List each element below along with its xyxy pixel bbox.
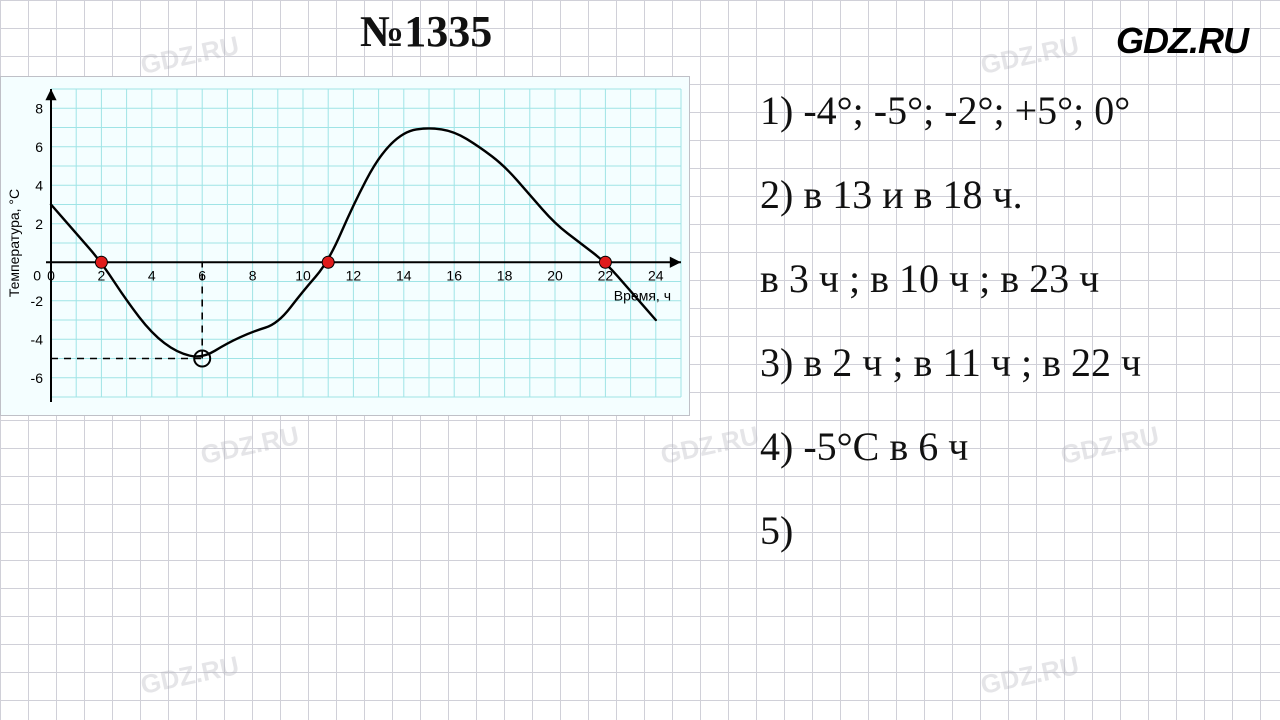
svg-text:20: 20 [547,267,563,283]
svg-text:2: 2 [98,267,106,283]
page-title: №1335 [360,6,492,57]
svg-text:18: 18 [497,267,513,283]
x-axis-label: Время, ч [614,287,671,303]
svg-text:-2: -2 [31,293,44,309]
svg-text:8: 8 [249,267,257,283]
svg-text:8: 8 [35,100,43,116]
svg-text:16: 16 [446,267,462,283]
svg-text:0: 0 [47,267,55,283]
answer-line: 2) в 13 и в 18 ч. [760,174,1260,216]
y-axis-label: Температура, °С [6,189,22,297]
answer-line: 5) [760,510,1260,552]
zero-crossing-marker [599,256,611,268]
svg-text:6: 6 [35,139,43,155]
svg-text:-4: -4 [31,331,44,347]
answer-line: 1) -4°; -5°; -2°; +5°; 0° [760,90,1260,132]
svg-text:14: 14 [396,267,412,283]
svg-text:12: 12 [346,267,362,283]
svg-text:10: 10 [295,267,311,283]
zero-crossing-marker [95,256,107,268]
svg-text:24: 24 [648,267,664,283]
chart-svg: 024681012141618202224-6-4-224680Время, ч… [1,77,690,416]
answer-line: в 3 ч ; в 10 ч ; в 23 ч [760,258,1260,300]
svg-text:4: 4 [35,177,43,193]
temperature-chart: 024681012141618202224-6-4-224680Время, ч… [0,76,690,416]
handwritten-answers: 1) -4°; -5°; -2°; +5°; 0° 2) в 13 и в 18 … [760,90,1260,594]
svg-text:4: 4 [148,267,156,283]
site-logo: GDZ.RU [1116,20,1248,62]
svg-text:2: 2 [35,216,43,232]
origin-label: 0 [33,267,41,283]
zero-crossing-marker [322,256,334,268]
answer-line: 3) в 2 ч ; в 11 ч ; в 22 ч [760,342,1260,384]
svg-text:-6: -6 [31,370,44,386]
answer-line: 4) -5°С в 6 ч [760,426,1260,468]
